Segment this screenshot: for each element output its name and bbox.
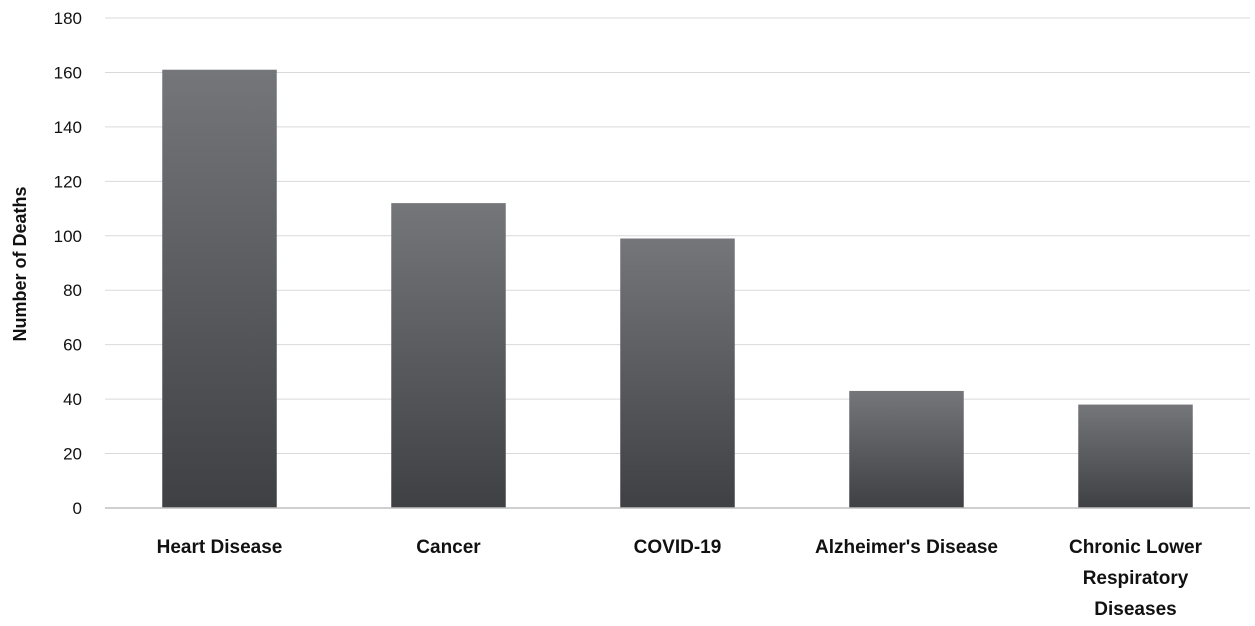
- bar-chronic-lower-respiratory-diseases: [1078, 404, 1193, 508]
- y-tick-label: 120: [54, 172, 82, 191]
- y-tick-label: 160: [54, 63, 82, 82]
- bar-covid-19: [620, 238, 735, 508]
- x-axis-labels: Heart Disease Cancer COVID-19 Alzheimer's D…: [157, 537, 1203, 620]
- y-tick-label: 140: [54, 118, 82, 137]
- y-tick-label: 40: [63, 390, 82, 409]
- bar-cancer: [391, 203, 506, 508]
- x-tick-label: COVID-19: [634, 537, 722, 558]
- y-tick-label: 20: [63, 445, 82, 464]
- y-tick-label: 100: [54, 227, 82, 246]
- bar-heart-disease: [162, 69, 277, 508]
- y-axis-ticks: 0 20 40 60 80 100 120 140 160 180: [54, 9, 82, 518]
- y-tick-label: 180: [54, 9, 82, 28]
- x-tick-label: Alzheimer's Disease: [815, 537, 998, 558]
- y-tick-label: 0: [73, 499, 82, 518]
- y-tick-label: 80: [63, 281, 82, 300]
- bars: [162, 69, 1193, 508]
- y-tick-label: 60: [63, 336, 82, 355]
- x-tick-label: Chronic Lower Respiratory Diseases: [1069, 537, 1203, 620]
- y-axis-label: Number of Deaths: [10, 186, 30, 341]
- gridlines: [105, 17, 1250, 455]
- x-tick-label: Heart Disease: [157, 537, 283, 558]
- x-tick-label: Cancer: [416, 537, 481, 558]
- bar-alzheimer-s-disease: [849, 390, 964, 508]
